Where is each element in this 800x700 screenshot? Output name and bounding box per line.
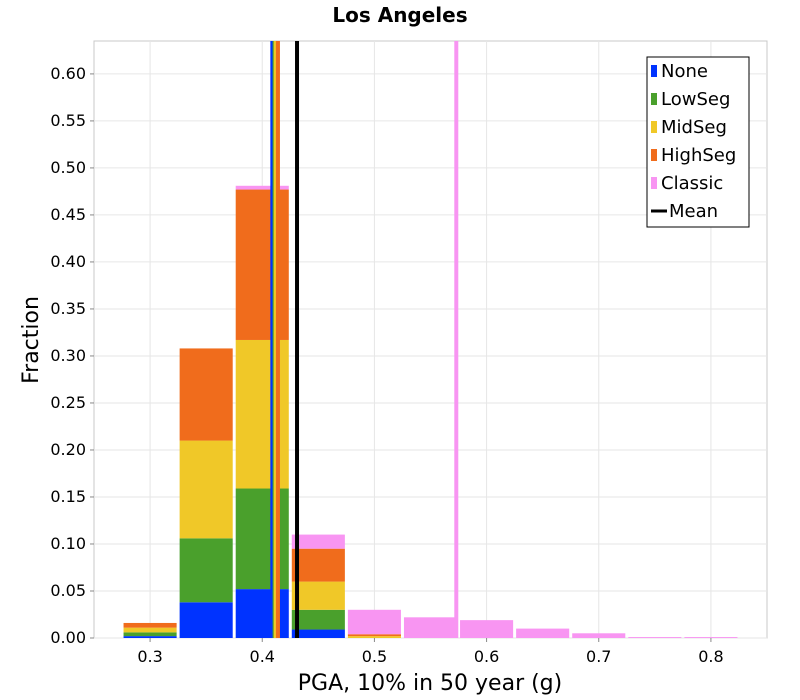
y-tick-label: 0.00 [50,628,86,647]
bar-highseg-0.40 [235,189,289,340]
legend-label-classic: Classic [661,173,723,194]
y-tick-label: 0.60 [50,64,86,83]
legend-box [646,56,750,228]
y-axis-label: Fraction [19,296,44,384]
bar-lowseg-0.30 [123,632,177,637]
legend-label-none: None [661,61,708,82]
y-tick-label: 0.50 [50,158,86,177]
chart-title: Los Angeles [332,3,467,27]
x-tick-label: 0.7 [586,647,611,666]
bar-midseg-0.50 [347,636,401,638]
bar-highseg-0.30 [123,622,177,628]
bar-highseg-0.35 [179,348,233,441]
bar-midseg-0.30 [123,627,177,633]
x-axis-label: PGA, 10% in 50 year (g) [298,671,562,696]
bar-classic-0.50 [347,609,401,635]
legend-label-midseg: MidSeg [661,117,727,138]
bar-classic-0.55 [403,617,458,638]
legend-swatch-midseg [651,121,657,133]
x-axis-ticks: 0.3 0.4 0.5 0.6 0.7 0.8 [137,638,724,666]
bar-classic-0.60 [460,620,514,638]
bar-lowseg-0.35 [179,538,233,603]
y-tick-label: 0.30 [50,346,86,365]
bar-highseg-0.50 [347,634,401,637]
bar-none-0.30 [123,636,177,638]
y-tick-label: 0.25 [50,393,86,412]
x-tick-label: 0.4 [250,647,275,666]
legend-swatch-highseg [651,149,657,161]
y-tick-label: 0.05 [50,581,86,600]
bar-classic-0.45 [291,534,345,549]
x-tick-label: 0.8 [698,647,723,666]
y-tick-label: 0.20 [50,440,86,459]
legend-swatch-classic [651,177,657,189]
legend-label-highseg: HighSeg [661,145,736,166]
y-tick-label: 0.55 [50,111,86,130]
legend-swatch-mean [651,209,667,213]
bar-none-0.40 [235,589,289,638]
legend-swatch-lowseg [651,93,657,105]
legend: None LowSeg MidSeg HighSeg Classic Mean [646,56,750,228]
y-tick-label: 0.35 [50,299,86,318]
bar-classic-0.80 [684,637,738,638]
bar-midseg-0.40 [235,339,289,489]
y-tick-label: 0.40 [50,252,86,271]
x-tick-label: 0.3 [137,647,162,666]
legend-swatch-none [651,65,657,77]
x-tick-label: 0.5 [362,647,387,666]
x-tick-label: 0.6 [474,647,499,666]
y-tick-label: 0.10 [50,534,86,553]
bar-classic-0.40 [235,185,289,190]
bar-none-0.35 [179,602,233,638]
bar-classic-0.70 [572,633,626,638]
bar-highseg-0.45 [291,548,345,582]
legend-label-lowseg: LowSeg [661,89,730,110]
y-axis-ticks: 0.00 0.05 0.10 0.15 0.20 0.25 0.30 0.35 0.40 0.45… [50,64,94,647]
bar-classic-0.65 [516,628,570,638]
bar-midseg-0.35 [179,440,233,539]
bar-classic-0.75 [628,637,682,638]
legend-label-mean: Mean [669,201,718,222]
bar-lowseg-0.45 [291,609,345,630]
bar-midseg-0.45 [291,581,345,610]
mean-lines [270,41,459,638]
y-tick-label: 0.15 [50,487,86,506]
bar-none-0.45 [291,629,345,638]
bar-lowseg-0.40 [235,488,289,590]
y-tick-label: 0.45 [50,205,86,224]
